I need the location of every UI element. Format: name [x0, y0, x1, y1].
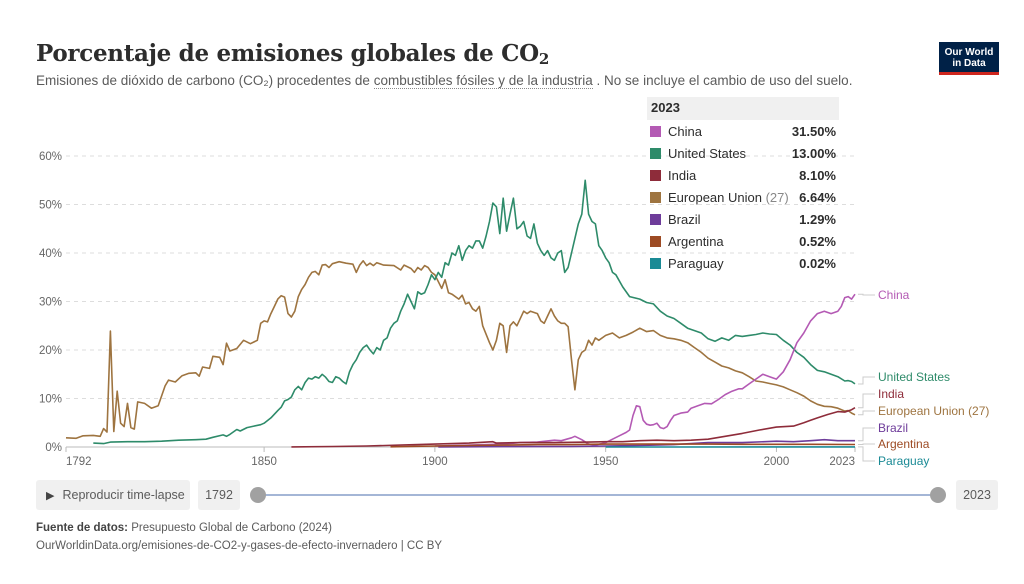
legend-swatch: [650, 125, 661, 137]
legend-value: 8.10%: [799, 167, 836, 183]
timeline-end-handle[interactable]: [930, 487, 946, 503]
end-label-connector: [858, 376, 875, 385]
end-label: Paraguay: [878, 454, 929, 468]
end-label: Brazil: [878, 421, 908, 435]
legend-item[interactable]: China 31.50%: [647, 120, 839, 142]
y-tick-label: 10%: [39, 394, 62, 406]
subtitle-definition-link[interactable]: combustibles fósiles y de la industria: [373, 73, 593, 89]
x-tick-label: 2023: [829, 456, 855, 468]
legend-value: 13.00%: [791, 145, 836, 161]
legend-swatch: [650, 191, 661, 203]
end-label-connector: [858, 393, 875, 409]
end-label-connector: [858, 446, 875, 462]
timeline-start-handle[interactable]: [250, 487, 266, 503]
legend-label: Brazil: [668, 211, 701, 227]
legend-value: 1.29%: [799, 211, 836, 227]
x-tick-label: 1900: [422, 456, 448, 468]
start-year-box[interactable]: 1792: [198, 480, 240, 510]
data-source: Fuente de datos: Presupuesto Global de C…: [36, 522, 332, 534]
x-tick-label: 1792: [66, 456, 92, 468]
source-url[interactable]: OurWorldinData.org/emisiones-de-CO2-y-ga…: [36, 540, 443, 552]
series-line-argentina: [390, 443, 856, 448]
end-label-connector: [858, 427, 875, 442]
legend-value: 6.64%: [799, 189, 836, 205]
play-icon: ▶: [46, 489, 55, 502]
y-tick-label: 50%: [39, 200, 62, 212]
legend-table: 2023 China 31.50% United States 13.00% India…: [647, 97, 839, 274]
y-tick-label: 0%: [45, 442, 62, 454]
series-line-united-states: [93, 179, 856, 445]
legend-item[interactable]: Argentina 0.52%: [647, 230, 839, 252]
y-tick-label: 20%: [39, 345, 62, 357]
legend-label: European Union (27): [668, 189, 789, 205]
legend-label: China: [668, 123, 702, 139]
timeline-controls: ▶ Reproducir time-lapse 1792 2023: [36, 480, 998, 510]
legend-year: 2023: [647, 97, 839, 120]
end-label: India: [878, 387, 904, 401]
series-line-european-union: [65, 260, 856, 440]
legend-item[interactable]: India 8.10%: [647, 164, 839, 186]
y-tick-label: 40%: [39, 248, 62, 260]
legend-swatch: [650, 257, 661, 269]
chart-title: Porcentaje de emisiones globales de CO2: [36, 40, 550, 68]
legend-swatch: [650, 235, 661, 247]
end-year-box[interactable]: 2023: [956, 480, 998, 510]
legend-label: United States: [668, 145, 747, 161]
series-line-india: [291, 407, 856, 448]
end-label-connector: [858, 293, 875, 296]
legend-swatch: [650, 147, 661, 159]
x-tick-label: 1850: [251, 456, 277, 468]
legend-swatch: [650, 169, 661, 181]
end-label-connector: [858, 410, 875, 416]
y-tick-label: 60%: [39, 151, 62, 163]
chart-subtitle: Emisiones de dióxido de carbono (CO₂) pr…: [36, 73, 853, 89]
series-line-china: [434, 293, 856, 447]
end-label: Argentina: [878, 437, 930, 451]
end-label: China: [878, 288, 910, 302]
legend-label: Argentina: [668, 233, 724, 249]
legend-label: Paraguay: [668, 255, 724, 271]
owid-logo[interactable]: Our World in Data: [939, 42, 999, 75]
end-label: European Union (27): [878, 404, 989, 418]
legend-value: 31.50%: [791, 123, 836, 139]
end-label: United States: [878, 370, 950, 384]
x-tick-label: 1950: [593, 456, 619, 468]
legend-label: India: [668, 167, 697, 183]
legend-item[interactable]: European Union (27) 6.64%: [647, 186, 839, 208]
legend-item[interactable]: Paraguay 0.02%: [647, 252, 839, 274]
series-line-brazil: [438, 438, 855, 448]
legend-item[interactable]: Brazil 1.29%: [647, 208, 839, 230]
legend-swatch: [650, 213, 661, 225]
legend-value: 0.52%: [799, 233, 836, 249]
timeline-slider-track[interactable]: [258, 494, 938, 496]
x-tick-label: 2000: [764, 456, 790, 468]
legend-value: 0.02%: [799, 255, 836, 271]
play-timelapse-button[interactable]: ▶ Reproducir time-lapse: [36, 480, 190, 510]
legend-item[interactable]: United States 13.00%: [647, 142, 839, 164]
y-tick-label: 30%: [39, 297, 62, 309]
